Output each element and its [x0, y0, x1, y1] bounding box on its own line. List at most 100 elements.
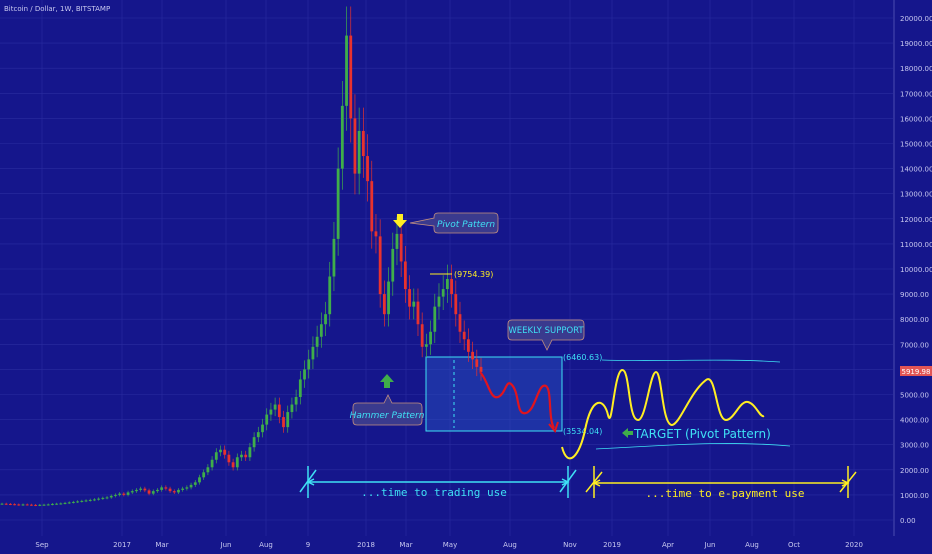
candle-body: [374, 231, 378, 237]
candle-body: [21, 504, 25, 506]
candle-body: [235, 457, 239, 468]
y-tick-label: 2000.00: [900, 467, 929, 475]
candle-body: [303, 369, 306, 380]
projection-red-arrowhead: [548, 421, 559, 433]
candle-body: [168, 488, 172, 492]
projection-red-path: [479, 371, 556, 429]
candle-body: [84, 500, 88, 502]
level-9754-label: (9754.39): [454, 270, 493, 279]
chart-title: Bitcoin / Dollar, 1W, BITSTAMP: [4, 5, 110, 13]
candle-body: [307, 359, 311, 370]
candle-body: [55, 503, 59, 505]
candle-body: [172, 491, 176, 493]
candle-body: [391, 248, 395, 282]
y-tick-label: 18000.00: [900, 65, 932, 73]
candle-body: [277, 404, 281, 418]
pivot-down-arrow: [393, 214, 407, 228]
candle-body: [282, 417, 285, 428]
x-tick-label: Oct: [788, 541, 800, 549]
candle-body: [0, 503, 4, 505]
candle-body: [433, 306, 437, 332]
candle-body: [340, 105, 344, 169]
candle-body: [25, 504, 29, 506]
candle-body: [177, 489, 180, 493]
candle-body: [408, 289, 411, 307]
candle-body: [181, 488, 185, 490]
y-tick-label: 10000.00: [900, 266, 932, 274]
target-wave-path: [561, 368, 765, 460]
x-tick-label: 2018: [357, 541, 375, 549]
y-tick-label: 8000.00: [900, 316, 929, 324]
candle-body: [475, 359, 479, 367]
y-tick-label: 7000.00: [900, 341, 929, 349]
candle-body: [202, 472, 206, 478]
level-6460-label: (6460.63): [563, 353, 602, 362]
trading-use-span: ...time to trading use: [299, 466, 577, 499]
candle-body: [156, 489, 159, 492]
resistance-thin-line: [601, 359, 781, 363]
y-tick-label: 4000.00: [900, 417, 929, 425]
candle-body: [273, 404, 277, 410]
candle-body: [51, 503, 54, 505]
candle-body: [252, 437, 256, 448]
candle-body: [9, 503, 12, 505]
y-tick-label: 12000.00: [900, 216, 932, 224]
candle-body: [298, 379, 302, 398]
candle-body: [185, 487, 189, 489]
y-tick-label: 5000.00: [900, 392, 929, 400]
price-axis: 0.001000.002000.003000.004000.005000.006…: [893, 0, 932, 536]
candle-body: [88, 499, 92, 501]
candle-body: [244, 454, 248, 458]
candle-body: [219, 449, 222, 453]
y-tick-label: 9000.00: [900, 291, 929, 299]
candle-body: [13, 504, 17, 506]
candle-body: [193, 482, 197, 485]
candle-body: [256, 432, 260, 438]
candle-body: [151, 491, 155, 494]
candle-body: [118, 493, 122, 495]
candle-body: [126, 492, 130, 495]
candle-body: [34, 504, 38, 506]
candle-body: [416, 301, 420, 325]
x-tick-label: 9: [306, 541, 310, 549]
candle-body: [286, 412, 290, 428]
svg-text:Hammer Pattern: Hammer Pattern: [350, 411, 425, 421]
candle-body: [105, 497, 109, 499]
candle-body: [441, 289, 445, 297]
candle-body: [189, 484, 193, 488]
candle-body: [429, 331, 432, 345]
candle-body: [114, 494, 117, 496]
grid-lines: [0, 0, 893, 536]
candle-body: [240, 454, 243, 458]
candle-body: [72, 501, 75, 503]
candle-body: [147, 490, 151, 494]
x-tick-label: Aug: [503, 541, 517, 549]
candle-body: [30, 504, 33, 506]
y-tick-label: 0.00: [900, 517, 916, 525]
candle-body: [227, 454, 231, 463]
y-tick-label: 19000.00: [900, 40, 932, 48]
svg-text:Pivot Pattern: Pivot Pattern: [437, 220, 495, 230]
x-tick-label: Nov: [563, 541, 577, 549]
y-tick-label: 17000.00: [900, 90, 932, 98]
candlesticks: [0, 6, 483, 507]
candle-body: [261, 424, 264, 433]
candle-body: [59, 503, 63, 505]
candle-body: [336, 168, 340, 239]
candle-body: [311, 346, 315, 360]
candle-body: [319, 324, 323, 337]
candle-body: [143, 488, 147, 491]
candle-body: [395, 233, 399, 249]
candle-body: [93, 499, 96, 501]
candle-body: [164, 487, 168, 489]
candle-body: [76, 501, 80, 503]
weekly-support-label: WEEKLY SUPPORT: [507, 319, 584, 351]
candle-body: [466, 339, 470, 352]
candle-body: [357, 130, 361, 174]
candle-body: [458, 314, 462, 332]
y-tick-label: 15000.00: [900, 141, 932, 149]
target-label: TARGET (Pivot Pattern): [633, 427, 771, 441]
candle-body: [332, 238, 336, 277]
x-tick-label: Apr: [662, 541, 674, 549]
